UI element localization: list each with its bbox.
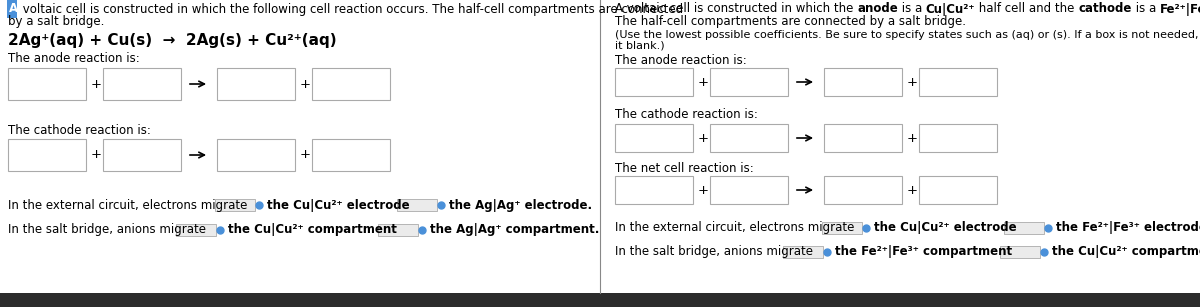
Bar	[919, 176, 997, 204]
Bar	[919, 68, 997, 96]
Bar	[103, 68, 181, 100]
Text: +: +	[698, 131, 709, 145]
Bar	[824, 68, 902, 96]
Text: In the external circuit, electrons migrate: In the external circuit, electrons migra…	[616, 221, 854, 235]
Text: +: +	[300, 149, 311, 161]
Text: voltaic cell is constructed in which the following cell reaction occurs. The hal: voltaic cell is constructed in which the…	[19, 2, 683, 15]
Text: (Use the lowest possible coefficients. Be sure to specify states such as (aq) or: (Use the lowest possible coefficients. B…	[616, 30, 1200, 40]
Bar	[217, 139, 295, 171]
Bar	[919, 124, 997, 152]
Text: In the salt bridge, anions migrate: In the salt bridge, anions migrate	[8, 223, 206, 236]
Text: The half-cell compartments are connected by a salt bridge.: The half-cell compartments are connected…	[616, 15, 966, 29]
Text: +: +	[698, 184, 709, 196]
Bar	[8, 68, 86, 100]
Bar	[176, 224, 216, 236]
Text: A: A	[10, 2, 18, 15]
Bar	[378, 224, 418, 236]
Bar	[1004, 222, 1044, 234]
Text: the Fe²⁺|Fe³⁺ electrode.: the Fe²⁺|Fe³⁺ electrode.	[1056, 221, 1200, 235]
Bar	[824, 124, 902, 152]
Text: The anode reaction is:: The anode reaction is:	[8, 52, 139, 64]
Text: In the external circuit, electrons migrate: In the external circuit, electrons migra…	[8, 199, 247, 212]
Text: cathode: cathode	[1079, 2, 1132, 15]
Text: the Cu|Cu²⁺ compartment.: the Cu|Cu²⁺ compartment.	[1052, 246, 1200, 258]
Text: Cu|Cu²⁺: Cu|Cu²⁺	[926, 2, 976, 15]
Bar	[0, 293, 600, 307]
Text: the Ag|Ag⁺ compartment.: the Ag|Ag⁺ compartment.	[430, 223, 599, 236]
Text: +: +	[907, 76, 918, 88]
Text: the Cu|Cu²⁺ electrode: the Cu|Cu²⁺ electrode	[266, 199, 409, 212]
Text: +: +	[907, 131, 918, 145]
Bar	[1000, 246, 1040, 258]
Text: The cathode reaction is:: The cathode reaction is:	[8, 123, 151, 137]
Bar	[616, 68, 694, 96]
Bar	[710, 124, 788, 152]
Bar	[710, 68, 788, 96]
Bar	[616, 176, 694, 204]
Bar	[822, 222, 862, 234]
Bar	[710, 176, 788, 204]
Text: by a salt bridge.: by a salt bridge.	[8, 15, 104, 29]
Bar	[824, 176, 902, 204]
Text: +: +	[91, 77, 102, 91]
Bar	[217, 68, 295, 100]
Bar	[616, 124, 694, 152]
Bar	[600, 293, 1200, 307]
Text: In the salt bridge, anions migrate: In the salt bridge, anions migrate	[616, 246, 814, 258]
Text: A voltaic cell is constructed in which the: A voltaic cell is constructed in which t…	[616, 2, 857, 15]
Text: it blank.): it blank.)	[616, 41, 665, 51]
Bar	[8, 139, 86, 171]
Text: the Cu|Cu²⁺ compartment: the Cu|Cu²⁺ compartment	[228, 223, 397, 236]
Bar	[215, 199, 256, 211]
Text: Fe²⁺|Fe³⁺: Fe²⁺|Fe³⁺	[1160, 2, 1200, 15]
Text: the Ag|Ag⁺ electrode.: the Ag|Ag⁺ electrode.	[449, 199, 592, 212]
Text: The anode reaction is:: The anode reaction is:	[616, 53, 746, 67]
Text: the Fe²⁺|Fe³⁺ compartment: the Fe²⁺|Fe³⁺ compartment	[835, 246, 1012, 258]
Bar	[7, 0, 17, 18]
Text: 2Ag⁺(aq) + Cu(s)  →  2Ag(s) + Cu²⁺(aq): 2Ag⁺(aq) + Cu(s) → 2Ag(s) + Cu²⁺(aq)	[8, 33, 337, 48]
Text: is a: is a	[1132, 2, 1160, 15]
Bar	[784, 246, 823, 258]
Bar	[312, 139, 390, 171]
Text: The net cell reaction is:: The net cell reaction is:	[616, 161, 754, 174]
Text: The cathode reaction is:: The cathode reaction is:	[616, 108, 758, 122]
Text: +: +	[300, 77, 311, 91]
Text: +: +	[907, 184, 918, 196]
Text: half cell and the: half cell and the	[976, 2, 1079, 15]
Bar	[103, 139, 181, 171]
Bar	[312, 68, 390, 100]
Text: +: +	[91, 149, 102, 161]
Text: +: +	[698, 76, 709, 88]
Bar	[397, 199, 437, 211]
Text: the Cu|Cu²⁺ electrode: the Cu|Cu²⁺ electrode	[874, 221, 1016, 235]
Text: anode: anode	[857, 2, 898, 15]
Text: is a: is a	[898, 2, 926, 15]
